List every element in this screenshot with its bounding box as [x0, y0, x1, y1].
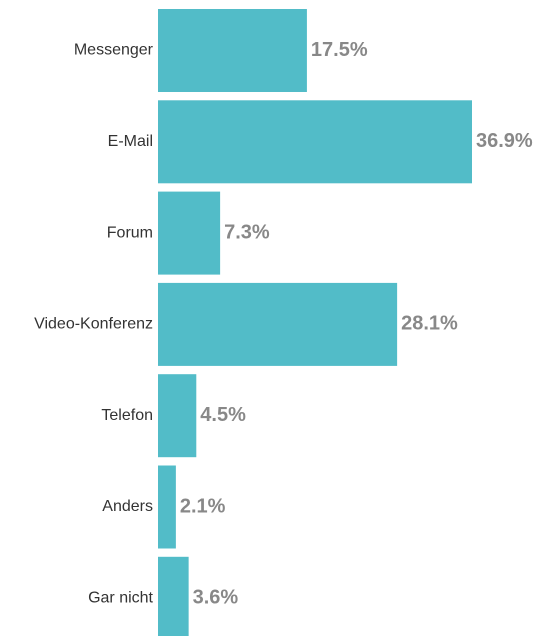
category-label: Forum — [107, 224, 153, 241]
value-label: 3.6% — [193, 587, 239, 609]
bar — [158, 100, 472, 184]
bar — [158, 465, 176, 549]
value-label: 2.1% — [180, 495, 226, 517]
value-label: 17.5% — [311, 39, 368, 61]
value-label: 36.9% — [476, 130, 533, 152]
category-label: Anders — [102, 498, 153, 515]
category-label: Messenger — [74, 42, 154, 59]
category-label: Gar nicht — [88, 590, 153, 607]
value-label: 28.1% — [401, 313, 458, 335]
bar — [158, 9, 307, 92]
category-label: E-Mail — [108, 133, 153, 150]
category-label: Video-Konferenz — [34, 316, 153, 333]
value-label: 7.3% — [224, 221, 270, 243]
value-label: 4.5% — [200, 404, 246, 426]
category-label: Telefon — [101, 407, 153, 424]
bar — [158, 556, 189, 636]
bar — [158, 374, 197, 458]
bar — [158, 191, 221, 275]
bar — [158, 282, 398, 366]
